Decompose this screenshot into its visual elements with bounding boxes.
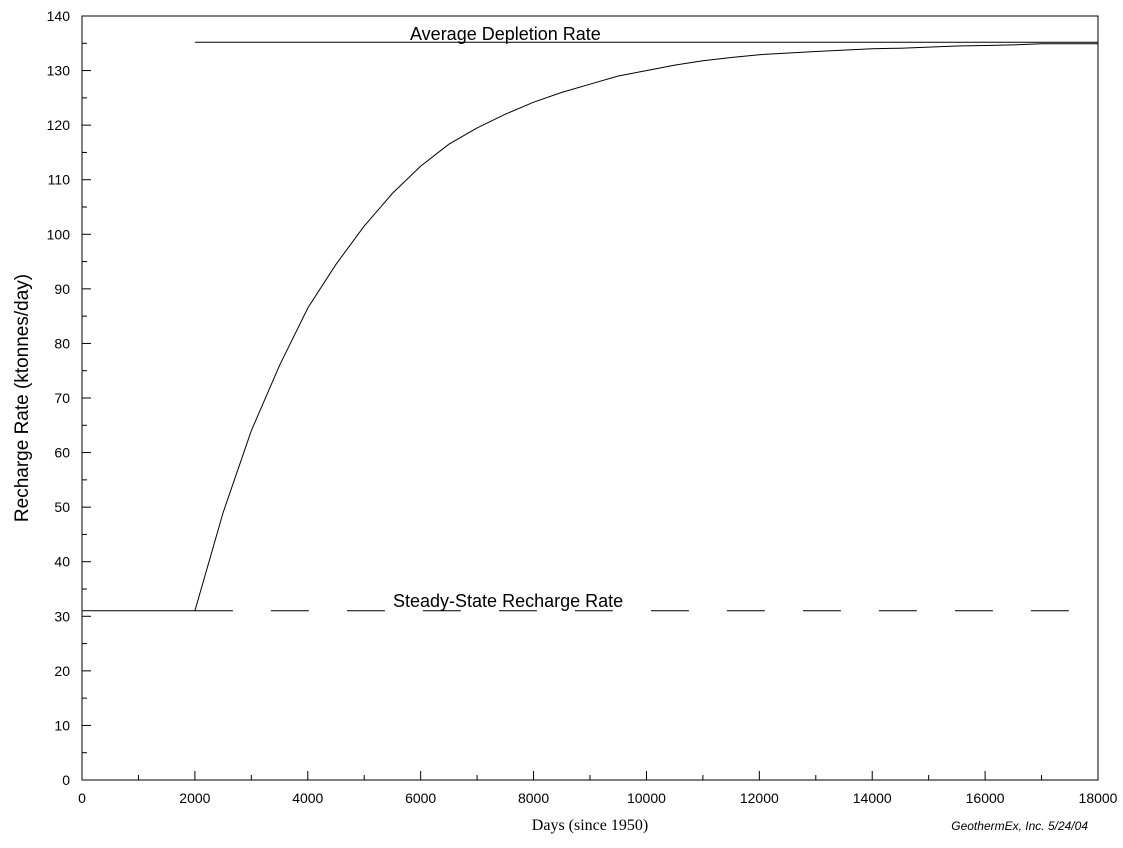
x-tick-label: 0 <box>78 790 86 806</box>
x-tick-label: 2000 <box>179 790 210 806</box>
y-tick-label: 0 <box>62 772 70 788</box>
y-tick-label: 20 <box>54 663 70 679</box>
x-tick-label: 18000 <box>1079 790 1118 806</box>
axis-layer: 0 2000 4000 6000 8000 10000 12000 14000 16000 180… <box>47 8 1118 806</box>
y-tick-label: 10 <box>54 717 70 733</box>
y-axis-title: Recharge Rate (ktonnes/day) <box>12 274 33 522</box>
annotation-average-depletion-rate: Average Depletion Rate <box>410 24 601 44</box>
y-tick-label: 140 <box>47 8 71 24</box>
y-tick-label: 90 <box>54 281 70 297</box>
y-tick-label: 70 <box>54 390 70 406</box>
x-tick-label: 14000 <box>853 790 892 806</box>
credit-text: GeothermEx, Inc. 5/24/04 <box>951 819 1088 833</box>
x-tick-label: 16000 <box>966 790 1005 806</box>
annotation-steady-state-recharge-rate: Steady-State Recharge Rate <box>393 591 623 611</box>
plot-frame <box>81 15 1099 781</box>
y-tick-label: 110 <box>48 172 71 188</box>
x-axis-title: Days (since 1950) <box>532 817 648 834</box>
y-tick-label: 30 <box>54 608 70 624</box>
y-tick-label: 130 <box>47 63 71 79</box>
x-tick-label: 8000 <box>518 790 549 806</box>
x-tick-label: 4000 <box>292 790 323 806</box>
plot-layer <box>82 41 1098 612</box>
x-tick-label: 6000 <box>405 790 436 806</box>
x-tick-label: 12000 <box>740 790 779 806</box>
y-tick-label: 40 <box>54 554 70 570</box>
y-tick-label: 60 <box>54 445 70 461</box>
y-tick-label: 120 <box>47 117 71 133</box>
y-tick-label: 50 <box>54 499 70 515</box>
y-tick-label: 100 <box>47 226 71 242</box>
y-tick-label: 80 <box>54 335 70 351</box>
recharge-rate-curve <box>82 43 1098 612</box>
x-tick-label: 10000 <box>627 790 666 806</box>
